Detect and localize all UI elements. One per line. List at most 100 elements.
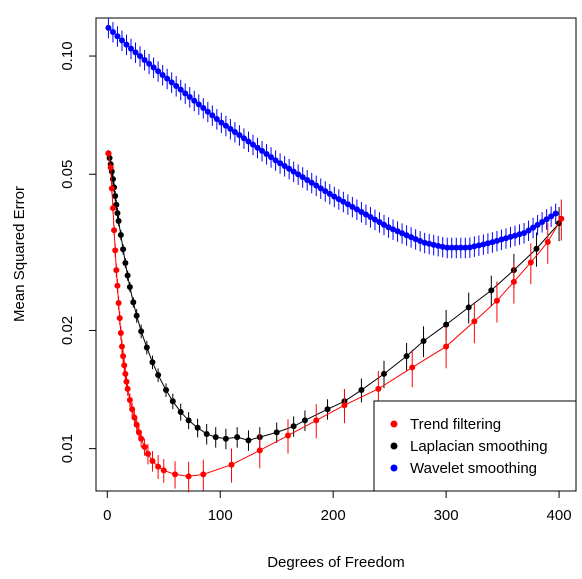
point-trend-filtering — [105, 150, 112, 157]
point-laplacian-smoothing — [465, 304, 472, 311]
point-wavelet-smoothing — [254, 144, 261, 151]
point-wavelet-smoothing — [227, 125, 234, 132]
point-wavelet-smoothing — [195, 101, 202, 108]
point-wavelet-smoothing — [173, 83, 180, 90]
point-trend-filtering — [313, 417, 320, 424]
legend-label-laplacian-smoothing: Laplacian smoothing — [410, 438, 548, 455]
point-laplacian-smoothing — [143, 344, 150, 351]
x-tick-label: 200 — [321, 507, 346, 524]
point-laplacian-smoothing — [324, 406, 331, 413]
point-trend-filtering — [124, 385, 131, 392]
legend-marker-trend-filtering — [390, 420, 398, 428]
point-laplacian-smoothing — [403, 353, 410, 360]
point-trend-filtering — [131, 414, 138, 421]
point-laplacian-smoothing — [212, 434, 219, 441]
point-wavelet-smoothing — [457, 244, 464, 251]
point-laplacian-smoothing — [443, 321, 450, 328]
point-laplacian-smoothing — [155, 372, 162, 379]
y-axis: 0.01 0.02 0.05 0.10 — [59, 41, 96, 463]
point-wavelet-smoothing — [552, 210, 559, 217]
point-wavelet-smoothing — [362, 211, 369, 218]
legend-marker-wavelet-smoothing — [390, 464, 398, 472]
point-wavelet-smoothing — [168, 79, 175, 86]
point-trend-filtering — [341, 402, 348, 409]
point-laplacian-smoothing — [120, 246, 127, 253]
point-wavelet-smoothing — [177, 86, 184, 93]
point-wavelet-smoothing — [286, 165, 293, 172]
point-trend-filtering — [160, 467, 167, 474]
point-wavelet-smoothing — [471, 243, 478, 250]
point-wavelet-smoothing — [525, 227, 532, 234]
point-laplacian-smoothing — [177, 408, 184, 415]
point-wavelet-smoothing — [304, 176, 311, 183]
line-wavelet-smoothing — [108, 27, 556, 249]
point-laplacian-smoothing — [124, 272, 131, 279]
series-wavelet-smoothing — [105, 17, 559, 259]
point-trend-filtering — [493, 297, 500, 304]
point-laplacian-smoothing — [126, 284, 133, 291]
point-wavelet-smoothing — [530, 224, 537, 231]
point-wavelet-smoothing — [480, 241, 487, 248]
point-wavelet-smoothing — [231, 129, 238, 136]
point-wavelet-smoothing — [539, 219, 546, 226]
point-trend-filtering — [107, 164, 114, 171]
point-wavelet-smoothing — [326, 190, 333, 197]
point-laplacian-smoothing — [169, 398, 176, 405]
point-laplacian-smoothing — [290, 423, 297, 430]
x-axis-label: Degrees of Freedom — [267, 554, 405, 571]
point-laplacian-smoothing — [245, 437, 252, 444]
point-trend-filtering — [141, 443, 148, 450]
point-wavelet-smoothing — [534, 221, 541, 228]
point-laplacian-smoothing — [149, 359, 156, 366]
point-wavelet-smoothing — [358, 208, 365, 215]
point-laplacian-smoothing — [112, 193, 119, 200]
point-wavelet-smoothing — [512, 232, 519, 239]
point-trend-filtering — [443, 343, 450, 350]
point-wavelet-smoothing — [191, 97, 198, 104]
point-laplacian-smoothing — [194, 424, 201, 431]
point-wavelet-smoothing — [200, 105, 207, 112]
point-wavelet-smoothing — [403, 232, 410, 239]
legend-label-wavelet-smoothing: Wavelet smoothing — [410, 460, 537, 477]
point-wavelet-smoothing — [141, 56, 148, 63]
point-trend-filtering — [185, 473, 192, 480]
point-wavelet-smoothing — [335, 196, 342, 203]
point-trend-filtering — [285, 432, 291, 439]
point-trend-filtering — [114, 282, 121, 289]
point-trend-filtering — [118, 343, 125, 350]
point-wavelet-smoothing — [222, 122, 229, 129]
point-trend-filtering — [138, 435, 145, 442]
point-wavelet-smoothing — [299, 174, 306, 181]
point-trend-filtering — [228, 461, 235, 468]
point-wavelet-smoothing — [381, 221, 387, 228]
point-wavelet-smoothing — [213, 116, 220, 123]
point-wavelet-smoothing — [371, 216, 378, 223]
y-tick-label: 0.01 — [59, 434, 76, 463]
point-wavelet-smoothing — [543, 216, 550, 223]
point-wavelet-smoothing — [263, 151, 270, 158]
point-wavelet-smoothing — [281, 162, 288, 169]
point-wavelet-smoothing — [240, 135, 247, 142]
point-laplacian-smoothing — [114, 210, 121, 217]
point-laplacian-smoothing — [533, 245, 540, 252]
point-wavelet-smoothing — [123, 41, 130, 48]
point-wavelet-smoothing — [331, 193, 338, 200]
point-wavelet-smoothing — [118, 37, 125, 44]
point-wavelet-smoothing — [412, 236, 419, 243]
point-laplacian-smoothing — [133, 312, 140, 319]
point-trend-filtering — [111, 227, 118, 234]
point-wavelet-smoothing — [182, 90, 189, 97]
point-wavelet-smoothing — [218, 119, 225, 126]
point-wavelet-smoothing — [272, 157, 279, 164]
legend-marker-laplacian-smoothing — [390, 442, 398, 450]
point-laplacian-smoothing — [122, 260, 129, 267]
point-trend-filtering — [126, 397, 133, 404]
point-wavelet-smoothing — [209, 112, 216, 119]
point-laplacian-smoothing — [301, 417, 308, 424]
point-wavelet-smoothing — [421, 239, 428, 246]
point-wavelet-smoothing — [493, 237, 500, 244]
point-trend-filtering — [471, 318, 478, 325]
point-wavelet-smoothing — [462, 244, 469, 251]
point-wavelet-smoothing — [137, 53, 144, 60]
